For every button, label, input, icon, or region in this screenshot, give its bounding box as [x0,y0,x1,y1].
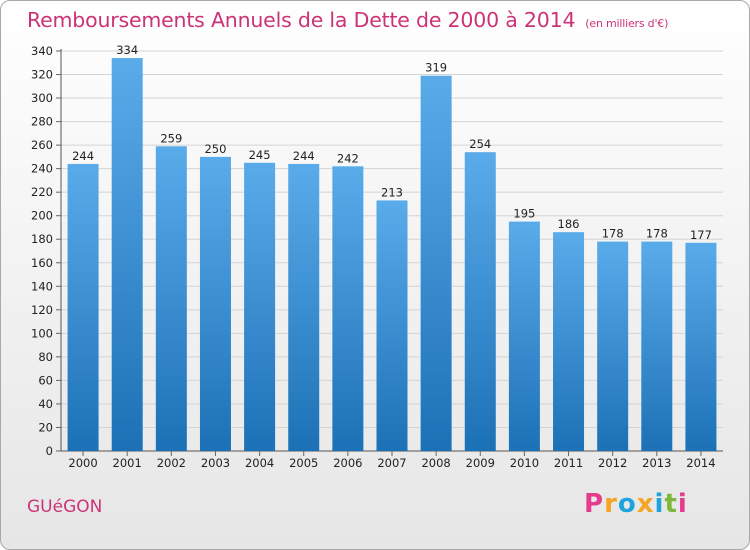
town-name: GUéGON [27,497,103,517]
data-label: 319 [425,61,447,75]
y-tick-label: 160 [31,256,53,270]
bar-2005 [288,163,320,452]
logo-letter: t [664,489,678,519]
logo-letter: o [617,489,637,519]
bar-2001 [111,58,143,451]
y-tick-label: 260 [31,138,53,152]
y-tick-label: 280 [31,115,53,129]
data-label: 244 [293,149,315,163]
x-tick-label: 2014 [686,456,715,470]
y-tick-label: 100 [31,326,53,340]
y-tick-label: 60 [38,373,53,387]
data-label: 259 [160,131,182,145]
x-tick-label: 2000 [68,456,97,470]
x-tick-label: 2001 [113,456,142,470]
y-tick-label: 20 [38,420,53,434]
x-tick-label: 2006 [333,456,362,470]
bar-2000 [67,163,99,452]
data-label: 213 [381,185,403,199]
bar-2008 [420,75,452,452]
x-tick-label: 2005 [289,456,318,470]
data-label: 186 [558,217,580,231]
bar-2013 [641,241,673,451]
chart-subtitle: (en milliers d'€) [585,17,669,30]
x-tick-label: 2009 [466,456,495,470]
bar-2006 [332,166,364,451]
x-tick-label: 2013 [642,456,671,470]
x-tick-label: 2008 [421,456,450,470]
y-tick-label: 140 [31,279,53,293]
data-label: 195 [513,207,535,221]
data-label: 177 [690,228,712,242]
x-tick-label: 2004 [245,456,274,470]
logo-letter: i [677,489,688,519]
x-tick-label: 2010 [510,456,539,470]
data-label: 334 [116,43,138,57]
logo-letter: r [604,489,618,519]
y-tick-label: 0 [46,444,53,458]
data-label: 242 [337,151,359,165]
bar-2014 [685,242,717,451]
bar-2007 [376,200,408,451]
data-label: 254 [469,137,491,151]
bar-2009 [464,152,496,452]
x-tick-label: 2003 [201,456,230,470]
chart-title: Remboursements Annuels de la Dette de 20… [27,8,668,32]
data-label: 250 [204,142,226,156]
bar-2003 [199,156,231,451]
y-tick-label: 320 [31,68,53,82]
y-tick-label: 200 [31,209,53,223]
data-label: 178 [602,227,624,241]
y-tick-label: 240 [31,162,53,176]
y-tick-label: 40 [38,397,53,411]
chart-title-text: Remboursements Annuels de la Dette de 20… [27,8,576,32]
data-label: 244 [72,149,94,163]
y-tick-label: 180 [31,232,53,246]
bar-2010 [508,221,540,451]
y-tick-label: 340 [31,44,53,58]
y-tick-label: 220 [31,185,53,199]
x-tick-label: 2012 [598,456,627,470]
y-tick-label: 300 [31,91,53,105]
x-tick-label: 2011 [554,456,583,470]
x-tick-label: 2007 [377,456,406,470]
logo-letter: x [636,489,655,519]
bar-2011 [553,232,585,451]
x-tick-label: 2002 [157,456,186,470]
data-label: 245 [249,148,271,162]
bar-2012 [597,241,629,451]
logo-letter: i [654,489,665,519]
logo-letter: P [584,489,605,519]
data-label: 178 [646,227,668,241]
y-tick-label: 80 [38,350,53,364]
bar-2004 [244,162,276,451]
bar-2002 [155,146,187,451]
y-tick-label: 120 [31,303,53,317]
proxiti-logo: Proxiti [584,489,688,519]
